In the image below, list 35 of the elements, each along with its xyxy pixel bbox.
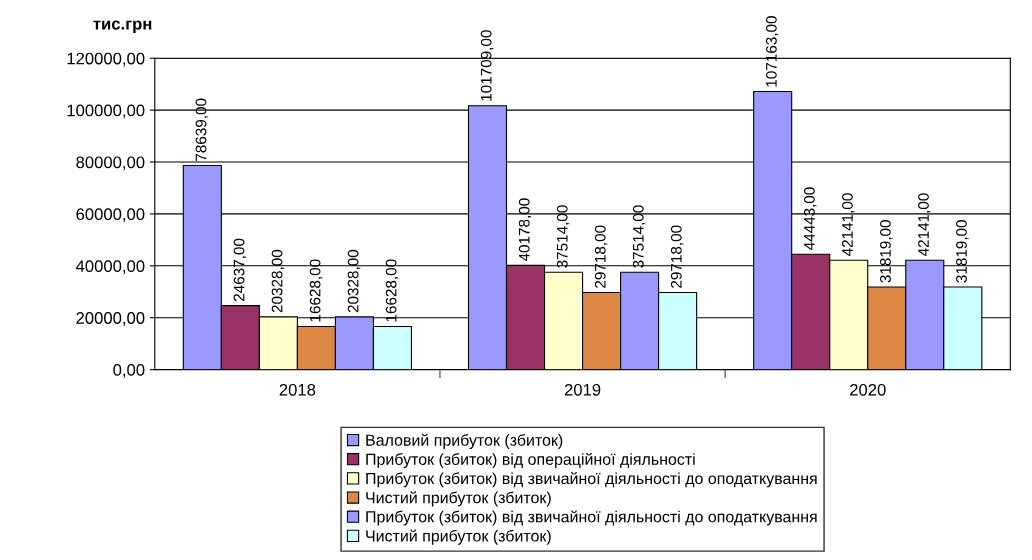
legend-label: Прибуток (збиток) від операційної діяльності xyxy=(366,452,695,469)
data-label: 29718,00 xyxy=(594,225,608,288)
y-tick-label: 20000,00 xyxy=(76,312,145,326)
data-label: 24637,00 xyxy=(233,238,247,302)
data-label: 20328,00 xyxy=(271,249,285,313)
y-tick-label: 100000,00 xyxy=(67,104,145,119)
legend-label: Валовий прибуток (збиток) xyxy=(366,433,563,449)
y-tick-label: 40000,00 xyxy=(75,260,145,274)
y-tick-label: 80000,00 xyxy=(76,156,145,171)
legend-label: Прибуток (збиток) від звичайної діяльності до оподаткування xyxy=(366,510,817,526)
data-label: 37514,00 xyxy=(556,205,570,268)
x-tick-label: 2018 xyxy=(279,383,316,396)
data-label: 78639,00 xyxy=(195,98,209,161)
data-label: 29718,00 xyxy=(670,225,684,288)
data-label: 40178,00 xyxy=(518,198,532,262)
y-tick-label: 0,00 xyxy=(113,364,145,378)
y-axis-title: тис.грн xyxy=(93,20,152,33)
legend-label: Прибуток (збиток) від звичайної діяльності до оподаткування xyxy=(366,472,817,488)
data-label: 31819,00 xyxy=(880,220,893,283)
data-label: 44443,00 xyxy=(803,187,817,251)
data-label: 42141,00 xyxy=(918,193,931,257)
data-label: 42141,00 xyxy=(842,193,855,257)
data-label: 16628,00 xyxy=(385,259,399,322)
data-label: 16628,00 xyxy=(309,259,323,322)
x-tick-label: 2019 xyxy=(564,383,601,396)
data-label: 37514,00 xyxy=(632,205,646,268)
data-label: 31819,00 xyxy=(956,220,969,283)
x-tick-label: 2020 xyxy=(850,383,886,396)
data-label: 107163,00 xyxy=(765,16,779,87)
legend-label: Чистий прибуток (збиток) xyxy=(366,529,551,545)
y-tick-label: 120000,00 xyxy=(67,52,145,67)
y-tick-label: 60000,00 xyxy=(76,208,145,223)
legend-label: Чистий прибуток (збиток) xyxy=(366,491,551,507)
data-label: 20328,00 xyxy=(347,249,361,313)
data-label: 101709,00 xyxy=(480,30,494,101)
